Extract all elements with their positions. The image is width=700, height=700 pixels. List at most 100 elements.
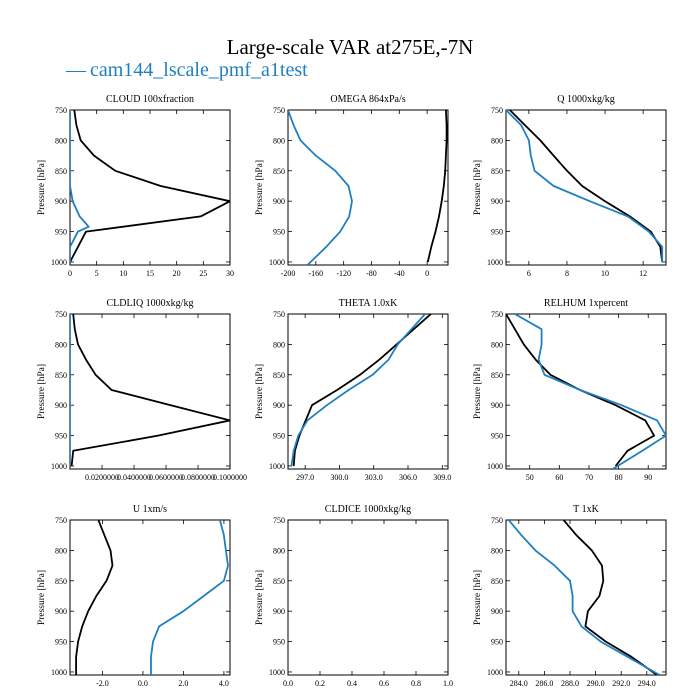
y-tick-label: 900: [273, 197, 285, 206]
y-axis-label: Pressure [hPa]: [255, 160, 265, 215]
y-tick-label: 950: [491, 638, 503, 647]
x-tick-label: 2.0: [178, 679, 188, 688]
y-tick-label: 900: [273, 401, 285, 410]
chart-panel-6: RELHUM 1xpercent Pressure [hPa] 750 800 850 9…: [473, 298, 667, 482]
x-tick-label: 284.0: [510, 679, 528, 688]
series-line-model: [507, 520, 661, 675]
y-tick-label: 850: [491, 167, 503, 176]
y-axis-label: Pressure [hPa]: [37, 570, 47, 625]
y-tick-label: 750: [491, 106, 503, 115]
y-tick-label: 800: [55, 340, 67, 349]
y-tick-label: 950: [55, 228, 67, 237]
y-tick-label: 850: [55, 577, 67, 586]
panel-title: U 1xm/s: [133, 504, 167, 515]
panel-title: CLDLIQ 1000xkg/kg: [107, 298, 194, 309]
y-tick-label: 800: [273, 340, 285, 349]
y-tick-label: 1000: [487, 258, 503, 267]
series-line-reference: [509, 110, 664, 263]
x-tick-label: 25: [199, 269, 207, 278]
x-tick-label: 300.0: [330, 473, 348, 482]
y-tick-label: 1000: [269, 462, 285, 471]
series-line-reference: [562, 520, 658, 675]
x-tick-label: -160: [308, 269, 323, 278]
x-tick-label: 15: [146, 269, 154, 278]
x-tick-label: -120: [336, 269, 351, 278]
x-tick-label: 12: [639, 269, 647, 278]
y-axis-label: Pressure [hPa]: [255, 570, 265, 625]
series-line-reference: [75, 520, 114, 675]
y-tick-label: 1000: [269, 258, 285, 267]
x-tick-label: 303.0: [365, 473, 383, 482]
y-tick-label: 950: [273, 638, 285, 647]
y-tick-label: 1000: [51, 462, 67, 471]
y-tick-label: 900: [273, 607, 285, 616]
y-tick-label: 950: [491, 432, 503, 441]
x-tick-label: 0.0: [283, 679, 293, 688]
x-tick-label: 10: [601, 269, 609, 278]
chart-panel-5: THETA 1.0xK Pressure [hPa] 750 800 850 900 950…: [255, 298, 451, 482]
y-tick-label: 800: [55, 546, 67, 555]
x-tick-label: 0.6: [379, 679, 389, 688]
plot-frame: [505, 313, 667, 470]
y-tick-label: 850: [273, 371, 285, 380]
x-tick-label: 0: [68, 269, 72, 278]
y-tick-label: 750: [55, 516, 67, 525]
y-tick-label: 850: [55, 167, 67, 176]
legend-symbol: —: [65, 59, 87, 81]
y-tick-label: 900: [55, 197, 67, 206]
y-axis-label: Pressure [hPa]: [473, 570, 483, 625]
series-line-model: [70, 110, 90, 262]
plot-frame: [287, 109, 449, 266]
y-tick-label: 800: [491, 136, 503, 145]
legend: — cam144_lscale_pmf_a1test: [65, 59, 308, 81]
x-tick-label: 286.0: [535, 679, 553, 688]
series-line-model: [150, 520, 229, 675]
legend-label: cam144_lscale_pmf_a1test: [90, 59, 308, 81]
x-tick-label: 0.2: [315, 679, 325, 688]
x-tick-label: -200: [281, 269, 296, 278]
y-tick-label: 1000: [487, 668, 503, 677]
x-tick-label: 0.0200000: [85, 473, 119, 482]
x-tick-label: 70: [585, 473, 593, 482]
panel-title: THETA 1.0xK: [339, 298, 398, 309]
y-tick-label: 900: [55, 401, 67, 410]
plot-frame: [69, 313, 231, 470]
x-tick-label: 30: [226, 269, 234, 278]
y-tick-label: 800: [491, 546, 503, 555]
y-axis-label: Pressure [hPa]: [473, 364, 483, 419]
y-axis-label: Pressure [hPa]: [255, 364, 265, 419]
series-line-reference: [70, 314, 230, 467]
y-axis-label: Pressure [hPa]: [37, 364, 47, 419]
plot-frame: [505, 109, 667, 266]
y-tick-label: 900: [55, 607, 67, 616]
y-tick-label: 900: [491, 197, 503, 206]
y-tick-label: 750: [273, 516, 285, 525]
x-tick-label: 0.0: [138, 679, 148, 688]
plot-frame: [69, 109, 231, 266]
x-tick-label: 0: [425, 269, 429, 278]
x-tick-label: 80: [615, 473, 623, 482]
y-tick-label: 900: [491, 607, 503, 616]
x-tick-label: 10: [119, 269, 127, 278]
chart-panel-1: CLOUD 100xfraction Pressure [hPa] 750 800 85…: [37, 94, 234, 278]
x-tick-label: 60: [555, 473, 563, 482]
chart-panel-8: CLDICE 1000xkg/kg Pressure [hPa] 750 800 850…: [255, 504, 453, 688]
x-tick-label: -80: [366, 269, 377, 278]
y-tick-label: 900: [491, 401, 503, 410]
y-tick-label: 850: [55, 371, 67, 380]
chart-panel-9: T 1xK Pressure [hPa] 750 800 850 900 950 1000 28…: [473, 504, 667, 688]
y-tick-label: 1000: [51, 668, 67, 677]
y-tick-label: 750: [491, 310, 503, 319]
x-tick-label: 0.4: [347, 679, 357, 688]
x-tick-label: 292.0: [612, 679, 630, 688]
plot-frame: [287, 313, 449, 470]
chart-panel-4: CLDLIQ 1000xkg/kg Pressure [hPa] 750 800 850…: [37, 298, 247, 482]
x-tick-label: 4.0: [219, 679, 229, 688]
y-tick-label: 750: [491, 516, 503, 525]
chart-panel-3: Q 1000xkg/kg Pressure [hPa] 750 800 850 900 95…: [473, 94, 667, 278]
chart-panel-2: OMEGA 864xPa/s Pressure [hPa] 750 800 850 900…: [255, 94, 449, 278]
x-tick-label: 309.0: [433, 473, 451, 482]
x-tick-label: 1.0: [443, 679, 453, 688]
x-tick-label: 0.0400000: [117, 473, 151, 482]
